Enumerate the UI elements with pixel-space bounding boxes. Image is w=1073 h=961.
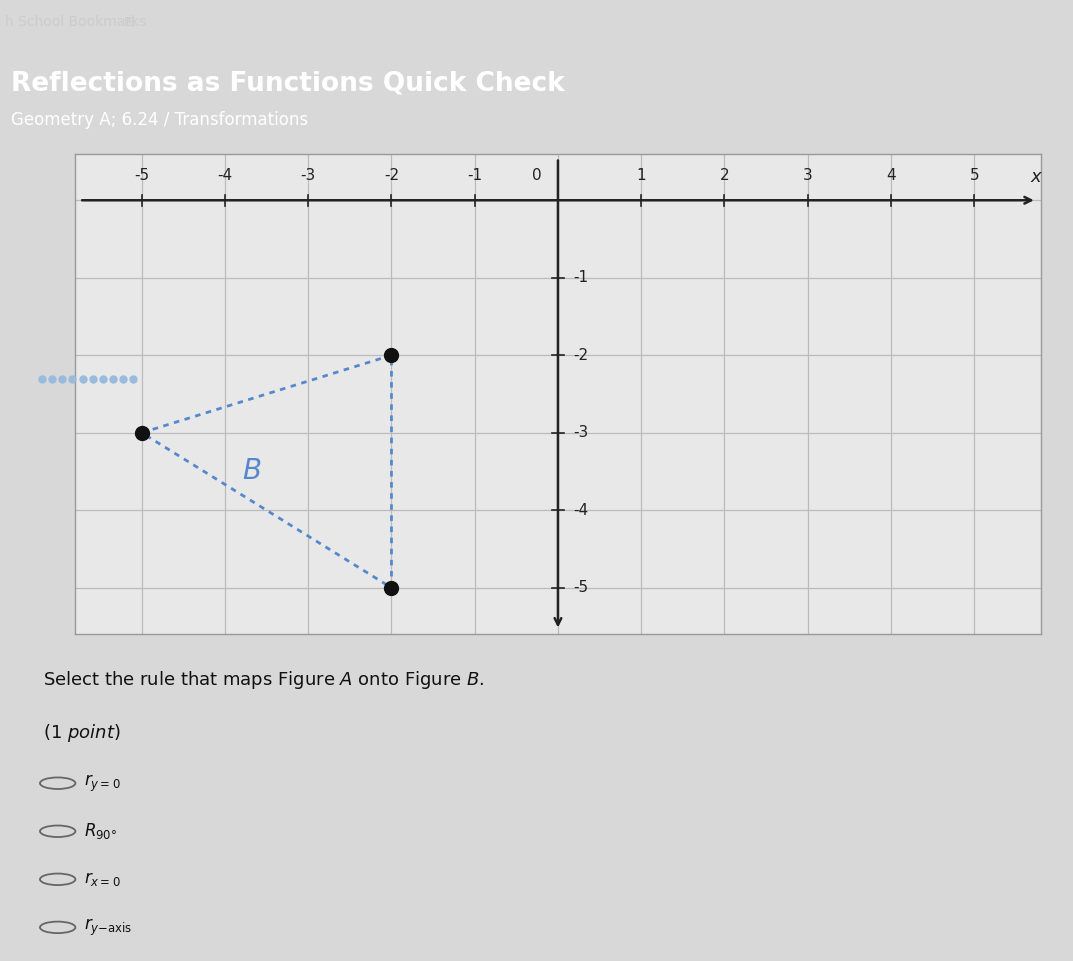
Text: -1: -1 (467, 168, 482, 184)
Text: -2: -2 (573, 348, 588, 362)
Text: $\mathit{(1\ point)}$: $\mathit{(1\ point)}$ (43, 722, 120, 744)
Text: Reflections as Functions Quick Check: Reflections as Functions Quick Check (11, 70, 564, 96)
Text: $r_{x=0}$: $r_{x=0}$ (84, 871, 121, 888)
Text: h School Bookmarks: h School Bookmarks (5, 14, 147, 29)
Text: 2: 2 (720, 168, 730, 184)
Text: $x$: $x$ (1030, 168, 1043, 186)
Text: 4: 4 (886, 168, 896, 184)
Text: -1: -1 (573, 270, 588, 285)
Text: $R_{90°}$: $R_{90°}$ (84, 822, 117, 841)
Text: 1: 1 (636, 168, 646, 184)
Text: -3: -3 (573, 426, 588, 440)
Text: -3: -3 (300, 168, 315, 184)
Text: -2: -2 (384, 168, 399, 184)
Text: -5: -5 (573, 580, 588, 595)
Text: -4: -4 (573, 503, 588, 518)
Text: ⊞: ⊞ (123, 14, 135, 29)
Text: -5: -5 (134, 168, 149, 184)
Text: Geometry A; 6.24 / Transformations: Geometry A; 6.24 / Transformations (11, 111, 308, 129)
Text: -4: -4 (218, 168, 233, 184)
Text: Select the rule that maps Figure $\mathit{A}$ onto Figure $\mathit{B}$.: Select the rule that maps Figure $\mathi… (43, 669, 485, 691)
Text: 0: 0 (532, 168, 542, 184)
Text: $r_{y\mathrm{-axis}}$: $r_{y\mathrm{-axis}}$ (84, 917, 132, 938)
Text: 3: 3 (803, 168, 812, 184)
Text: $r_{y=0}$: $r_{y=0}$ (84, 773, 121, 794)
Text: 5: 5 (969, 168, 979, 184)
Text: $\mathit{B}$: $\mathit{B}$ (241, 457, 261, 485)
